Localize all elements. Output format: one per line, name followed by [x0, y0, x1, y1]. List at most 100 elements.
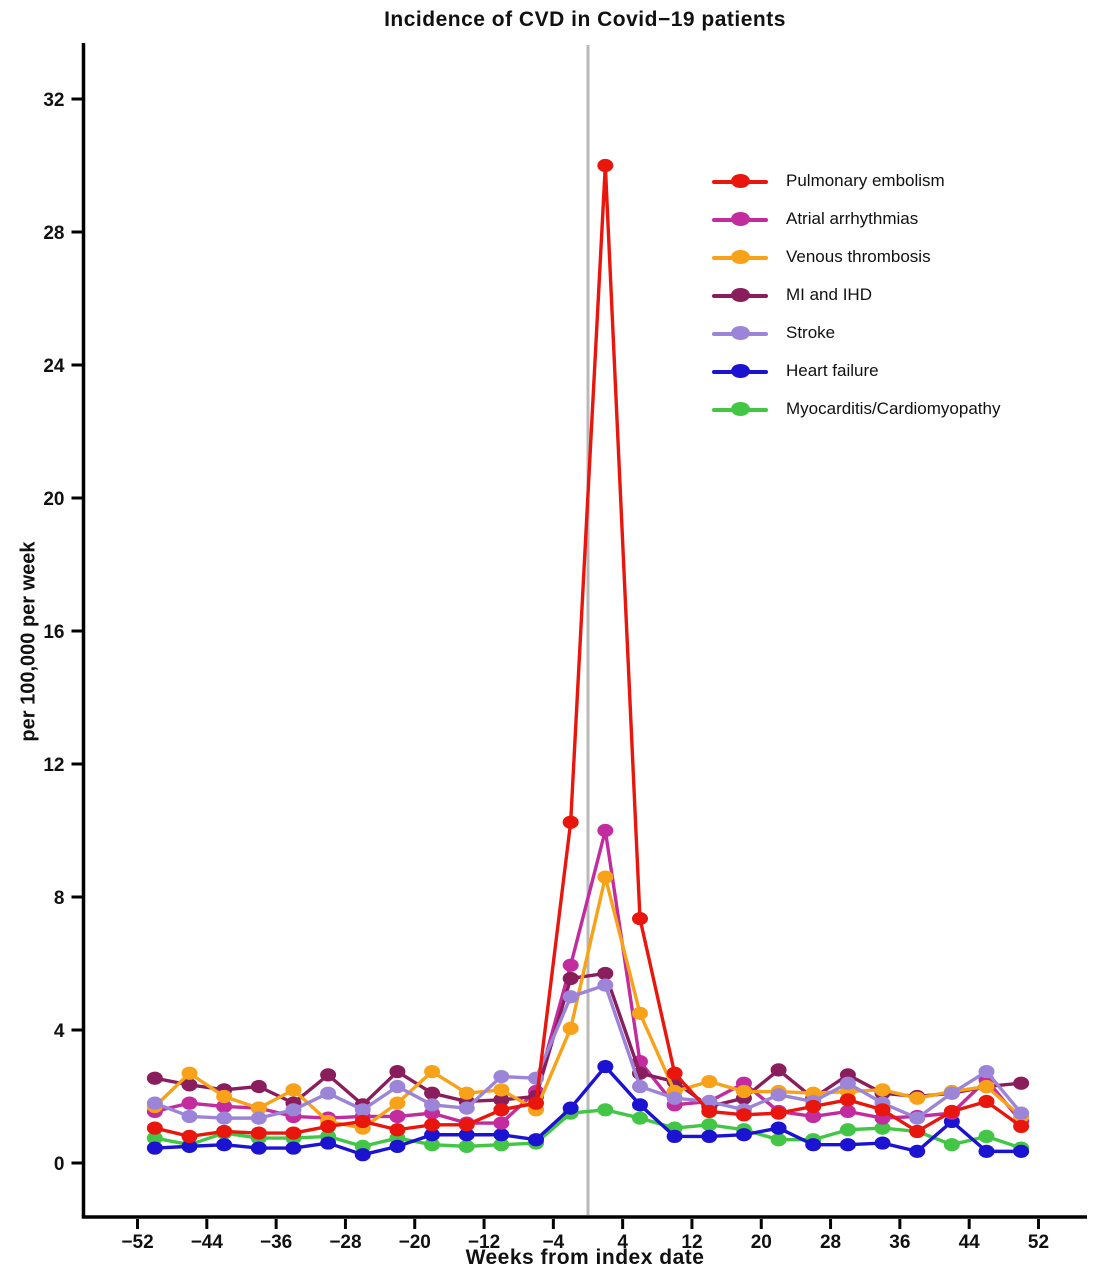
legend-item-atrial-arrhythmias: Atrial arrhythmias	[712, 200, 1000, 238]
data-point-pulmonary-embolism	[528, 1096, 545, 1110]
data-point-atrial-arrhythmias	[389, 1109, 406, 1124]
data-point-pulmonary-embolism	[666, 1066, 683, 1080]
legend-item-stroke: Stroke	[712, 314, 1000, 352]
legend-marker-pulmonary-embolism	[712, 174, 768, 188]
data-point-heart-failure	[181, 1139, 198, 1153]
y-tick-label: 12	[43, 755, 64, 776]
y-axis-ticks: 0 4 8 12 16 20 24 28 32	[43, 90, 83, 1175]
legend-label: MI and IHD	[786, 285, 872, 304]
y-tick-label: 8	[54, 888, 65, 909]
data-point-pulmonary-embolism	[735, 1108, 752, 1122]
data-point-pulmonary-embolism	[874, 1103, 891, 1117]
legend-dot-icon	[731, 288, 750, 302]
data-point-heart-failure	[597, 1059, 614, 1074]
data-point-stroke	[250, 1111, 267, 1125]
y-axis-title: per 100,000 per week	[17, 541, 40, 742]
legend-label: Venous thrombosis	[786, 247, 931, 266]
data-point-mi-and-ihd	[770, 1063, 787, 1077]
data-point-pulmonary-embolism	[909, 1124, 926, 1139]
data-point-mi-and-ihd	[146, 1071, 163, 1085]
legend-dot-icon	[731, 402, 750, 416]
data-point-pulmonary-embolism	[562, 815, 579, 829]
x-tick-label: −28	[329, 1232, 361, 1253]
data-point-pulmonary-embolism	[597, 158, 614, 173]
data-point-stroke	[562, 990, 579, 1004]
data-point-heart-failure	[631, 1098, 648, 1112]
data-point-stroke	[320, 1086, 337, 1100]
legend-dot-icon	[731, 364, 750, 378]
data-point-pulmonary-embolism	[285, 1126, 302, 1140]
legend-item-venous-thrombosis: Venous thrombosis	[712, 238, 1000, 276]
data-point-pulmonary-embolism	[424, 1118, 441, 1132]
data-point-myocarditis-cardiomyopathy	[458, 1139, 475, 1153]
data-point-stroke	[666, 1091, 683, 1105]
data-point-heart-failure	[389, 1139, 406, 1153]
data-point-myocarditis-cardiomyopathy	[146, 1131, 163, 1145]
data-point-venous-thrombosis	[493, 1083, 510, 1097]
data-point-heart-failure	[216, 1138, 233, 1152]
legend-label: Myocarditis/Cardiomyopathy	[786, 399, 1001, 418]
data-point-stroke	[285, 1103, 302, 1117]
data-point-atrial-arrhythmias	[493, 1116, 510, 1130]
x-tick-label: 44	[959, 1232, 981, 1253]
data-point-stroke	[631, 1079, 648, 1094]
data-point-venous-thrombosis	[597, 870, 614, 884]
data-point-stroke	[354, 1103, 371, 1117]
chart-title: Incidence of CVD in Covid−19 patients	[384, 8, 786, 31]
legend-dot-icon	[731, 250, 750, 264]
series-pulmonary-embolism	[146, 158, 1030, 1143]
data-point-heart-failure	[320, 1136, 337, 1150]
data-point-venous-thrombosis	[909, 1091, 926, 1105]
legend-marker-stroke	[712, 326, 768, 340]
y-tick-label: 24	[43, 356, 65, 377]
data-point-pulmonary-embolism	[805, 1099, 822, 1114]
y-tick-label: 16	[43, 622, 64, 643]
data-point-pulmonary-embolism	[1013, 1119, 1030, 1134]
data-point-heart-failure	[354, 1148, 371, 1162]
x-tick-label: −44	[191, 1232, 224, 1253]
data-point-venous-thrombosis	[631, 1006, 648, 1020]
data-point-heart-failure	[666, 1129, 683, 1143]
data-point-myocarditis-cardiomyopathy	[424, 1138, 441, 1152]
data-point-stroke	[909, 1111, 926, 1125]
data-point-heart-failure	[701, 1129, 718, 1143]
data-point-venous-thrombosis	[701, 1074, 718, 1089]
data-point-venous-thrombosis	[458, 1086, 475, 1100]
data-point-stroke	[146, 1096, 163, 1110]
y-tick-label: 32	[43, 90, 64, 111]
data-point-myocarditis-cardiomyopathy	[943, 1138, 960, 1152]
data-point-atrial-arrhythmias	[181, 1096, 198, 1110]
x-tick-label: 20	[751, 1232, 772, 1253]
legend-label: Pulmonary embolism	[786, 171, 945, 190]
data-point-venous-thrombosis	[285, 1083, 302, 1097]
y-tick-label: 20	[43, 489, 64, 510]
data-point-mi-and-ihd	[562, 971, 579, 986]
x-tick-label: −12	[468, 1232, 500, 1253]
x-tick-label: −20	[399, 1232, 431, 1253]
legend-marker-myocarditis-cardiomyopathy	[712, 402, 768, 416]
legend-item-pulmonary-embolism: Pulmonary embolism	[712, 162, 1000, 200]
data-point-atrial-arrhythmias	[597, 823, 614, 838]
data-point-stroke	[839, 1076, 856, 1090]
data-point-venous-thrombosis	[735, 1084, 752, 1099]
data-point-atrial-arrhythmias	[805, 1109, 822, 1124]
legend-marker-venous-thrombosis	[712, 250, 768, 264]
data-point-pulmonary-embolism	[320, 1119, 337, 1134]
data-point-stroke	[1013, 1106, 1030, 1120]
data-point-pulmonary-embolism	[839, 1093, 856, 1107]
data-point-venous-thrombosis	[389, 1096, 406, 1110]
legend-label: Atrial arrhythmias	[786, 209, 919, 228]
legend-label: Heart failure	[786, 361, 879, 380]
y-tick-label: 0	[54, 1154, 65, 1175]
x-tick-label: 36	[889, 1232, 910, 1253]
data-point-mi-and-ihd	[389, 1064, 406, 1079]
data-point-myocarditis-cardiomyopathy	[874, 1121, 891, 1135]
x-tick-label: −4	[543, 1232, 565, 1253]
data-point-mi-and-ihd	[493, 1093, 510, 1107]
data-point-heart-failure	[493, 1128, 510, 1142]
data-point-heart-failure	[978, 1144, 995, 1158]
data-point-venous-thrombosis	[181, 1066, 198, 1080]
data-point-heart-failure	[424, 1128, 441, 1142]
data-point-stroke	[458, 1101, 475, 1115]
